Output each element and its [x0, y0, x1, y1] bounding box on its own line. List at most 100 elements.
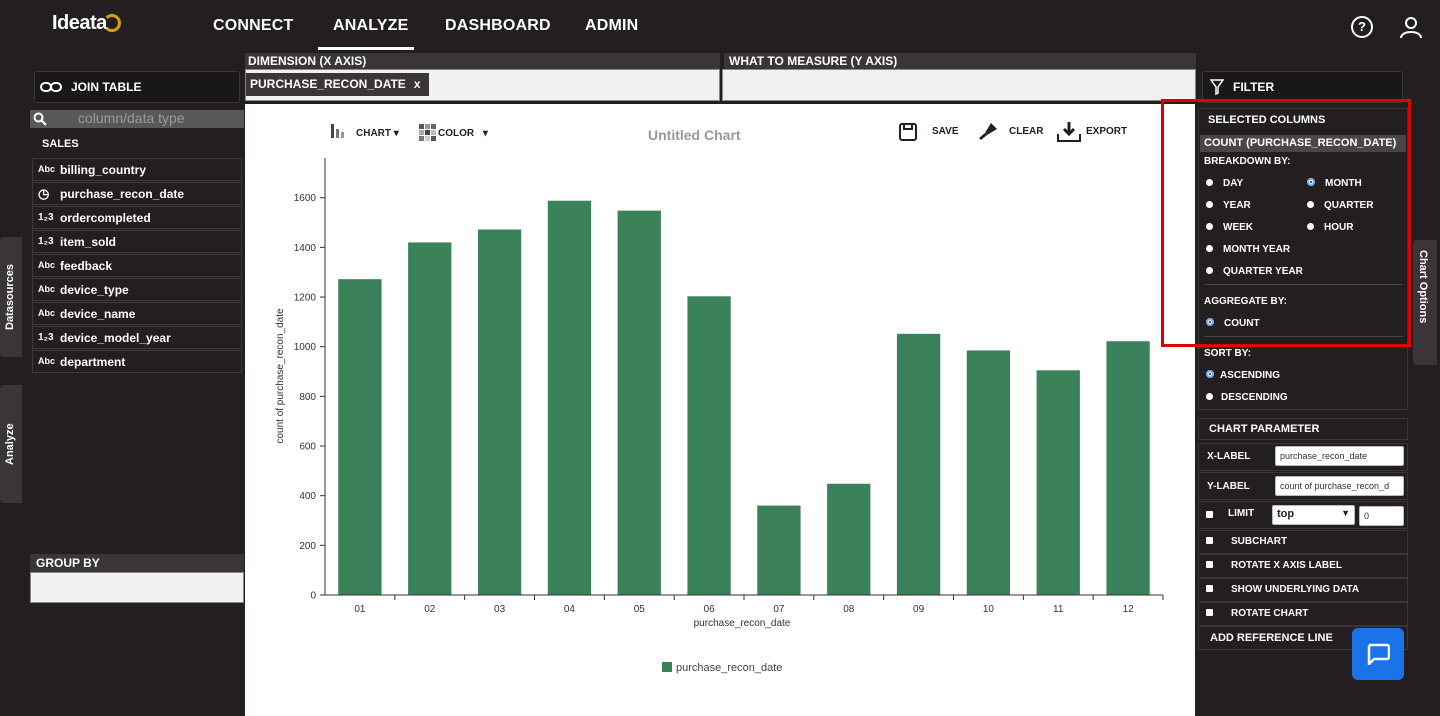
- sort-ascending[interactable]: ASCENDING: [1206, 370, 1280, 381]
- brush-icon[interactable]: [977, 121, 999, 141]
- field-item[interactable]: Abc billing_country: [32, 158, 242, 181]
- field-item[interactable]: 1₂3 device_model_year: [32, 326, 242, 349]
- field-item[interactable]: Abc department: [32, 350, 242, 373]
- breakdown-month[interactable]: MONTH: [1307, 178, 1362, 189]
- y-tick-label: 400: [299, 491, 316, 502]
- chart-options-tab[interactable]: [1413, 240, 1437, 365]
- field-item[interactable]: ◷ purchase_recon_date: [32, 182, 242, 205]
- nav-admin[interactable]: ADMIN: [585, 17, 639, 34]
- sort-descending[interactable]: DESCENDING: [1206, 392, 1288, 403]
- text-type-icon: Abc: [38, 164, 56, 174]
- bar[interactable]: [896, 333, 941, 595]
- breakdown-quarter[interactable]: QUARTER: [1307, 200, 1373, 211]
- nav-dashboard[interactable]: DASHBOARD: [445, 17, 551, 34]
- chart-options-label[interactable]: Chart Options: [1417, 250, 1429, 324]
- y-tick-label: 600: [299, 442, 316, 453]
- tab-datasources[interactable]: Datasources: [0, 237, 22, 357]
- legend-label: purchase_recon_date: [676, 662, 782, 674]
- radio-icon: [1206, 245, 1213, 252]
- remove-chip-icon[interactable]: x: [413, 77, 421, 91]
- rotate-chart-checkbox[interactable]: [1206, 609, 1213, 616]
- limit-checkbox[interactable]: [1206, 511, 1213, 518]
- field-item[interactable]: 1₂3 ordercompleted: [32, 206, 242, 229]
- column-search-input[interactable]: [30, 110, 244, 128]
- field-item[interactable]: 1₂3 item_sold: [32, 230, 242, 253]
- bar[interactable]: [477, 229, 522, 595]
- bar-chart-icon[interactable]: [330, 122, 352, 140]
- text-type-icon: Abc: [38, 260, 56, 270]
- rotate-x-checkbox[interactable]: [1206, 561, 1213, 568]
- join-table-button[interactable]: JOIN TABLE: [34, 71, 240, 103]
- option-label: WEEK: [1223, 222, 1253, 233]
- save-icon[interactable]: [898, 122, 918, 142]
- bar[interactable]: [617, 210, 661, 595]
- measure-dropzone[interactable]: [722, 69, 1196, 101]
- color-grid-icon[interactable]: [419, 124, 437, 142]
- dimension-chip[interactable]: PURCHASE_RECON_DATE x: [246, 73, 429, 96]
- field-name: device_model_year: [60, 331, 171, 345]
- limit-input[interactable]: [1359, 506, 1404, 526]
- show-underlying-label: SHOW UNDERLYING DATA: [1231, 584, 1360, 595]
- bar[interactable]: [408, 242, 452, 595]
- y-label-input[interactable]: [1275, 476, 1404, 496]
- add-reference-row: [1198, 626, 1408, 650]
- x-label-row: [1198, 443, 1408, 471]
- bar[interactable]: [547, 200, 592, 595]
- x-tick-label: 03: [494, 604, 506, 615]
- field-item[interactable]: Abc device_name: [32, 302, 242, 325]
- color-dropdown[interactable]: COLOR ▾: [438, 128, 488, 139]
- field-item[interactable]: Abc feedback: [32, 254, 242, 277]
- chart-type-dropdown[interactable]: CHART ▾: [356, 128, 399, 139]
- user-icon[interactable]: [1399, 15, 1423, 39]
- top-navigation: [0, 0, 1440, 50]
- bar[interactable]: [687, 296, 731, 595]
- breakdown-year[interactable]: YEAR: [1206, 200, 1251, 211]
- breakdown-week[interactable]: WEEK: [1206, 222, 1253, 233]
- save-button[interactable]: SAVE: [932, 126, 959, 137]
- bar[interactable]: [338, 279, 382, 595]
- field-item[interactable]: Abc device_type: [32, 278, 242, 301]
- nav-connect[interactable]: CONNECT: [213, 17, 294, 34]
- breakdown-day[interactable]: DAY: [1206, 178, 1243, 189]
- chart-title[interactable]: Untitled Chart: [648, 127, 741, 143]
- clear-button[interactable]: CLEAR: [1009, 126, 1044, 137]
- divider: [1204, 336, 1403, 337]
- highlight-box: [1161, 99, 1411, 347]
- bar[interactable]: [757, 505, 801, 595]
- show-underlying-checkbox[interactable]: [1206, 585, 1213, 592]
- export-icon[interactable]: [1056, 121, 1082, 143]
- group-by-dropzone[interactable]: [30, 572, 244, 603]
- option-label: QUARTER: [1324, 200, 1374, 211]
- breakdown-month-year[interactable]: MONTH YEAR: [1206, 244, 1290, 255]
- y-label-caption: Y-LABEL: [1207, 481, 1250, 492]
- ideata-logo[interactable]: Ideata: [52, 12, 121, 35]
- aggregate-count[interactable]: COUNT: [1206, 318, 1260, 329]
- breakdown-hour[interactable]: HOUR: [1307, 222, 1353, 233]
- chat-button[interactable]: [1352, 628, 1404, 680]
- add-reference-line-button[interactable]: ADD REFERENCE LINE: [1210, 632, 1333, 644]
- group-by-header: GROUP BY: [30, 554, 244, 572]
- export-button[interactable]: EXPORT: [1086, 126, 1128, 137]
- limit-select[interactable]: top ▼: [1272, 505, 1355, 525]
- breakdown-quarter-year[interactable]: QUARTER YEAR: [1206, 266, 1303, 277]
- bar[interactable]: [827, 483, 871, 595]
- filter-button[interactable]: FILTER: [1202, 71, 1403, 103]
- bar[interactable]: [1106, 341, 1150, 595]
- x-tick-label: 11: [1053, 604, 1064, 615]
- help-icon[interactable]: ?: [1351, 16, 1373, 38]
- bar[interactable]: [1036, 370, 1080, 595]
- chevron-down-icon: ▼: [1341, 508, 1350, 518]
- x-tick-label: 04: [564, 604, 576, 615]
- breakdown-by-label: BREAKDOWN BY:: [1204, 156, 1291, 167]
- radio-icon: [1206, 179, 1213, 186]
- color-label: COLOR: [438, 128, 475, 139]
- tab-analyze[interactable]: Analyze: [0, 385, 22, 503]
- x-label-input[interactable]: [1275, 446, 1404, 466]
- x-tick-label: 02: [424, 604, 436, 615]
- radio-icon: [1307, 223, 1314, 230]
- nav-analyze[interactable]: ANALYZE: [333, 17, 409, 34]
- subchart-checkbox[interactable]: [1206, 537, 1213, 544]
- bar[interactable]: [966, 350, 1011, 595]
- search-icon: [33, 112, 47, 126]
- selected-column-count[interactable]: COUNT (PURCHASE_RECON_DATE): [1200, 135, 1406, 152]
